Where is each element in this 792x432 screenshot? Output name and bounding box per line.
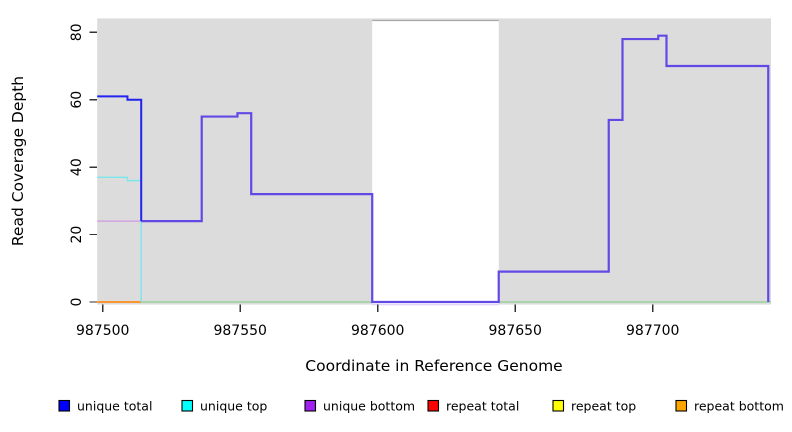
series-unique-total-plus-bottom-merged — [141, 34, 770, 304]
x-tick-label: 987650 — [489, 323, 542, 339]
y-tick-label: 0 — [69, 298, 85, 307]
y-tick-label: 40 — [69, 158, 85, 176]
x-tick-label: 987500 — [76, 323, 129, 339]
x-tick-label: 987550 — [213, 323, 266, 339]
legend-swatch-unique-total — [58, 399, 71, 412]
legend-label: unique total — [77, 399, 152, 414]
legend-label: unique bottom — [323, 399, 415, 414]
legend-item: unique top — [181, 399, 267, 414]
legend-label: repeat bottom — [694, 399, 784, 414]
y-axis-title: Read Coverage Depth — [9, 76, 27, 246]
x-axis-title: Coordinate in Reference Genome — [305, 357, 562, 375]
legend-item: unique bottom — [304, 399, 415, 414]
legend-item: unique total — [58, 399, 152, 414]
legend-swatch-repeat-top — [552, 399, 565, 412]
legend-label: unique top — [200, 399, 267, 414]
legend-label: repeat top — [571, 399, 636, 414]
legend-item: repeat bottom — [675, 399, 784, 414]
y-tick-label: 80 — [69, 23, 85, 41]
legend-swatch-repeat-bottom — [675, 399, 688, 412]
y-tick-label: 60 — [69, 91, 85, 109]
x-tick-label: 987600 — [351, 323, 404, 339]
y-tick-label: 20 — [69, 226, 85, 244]
legend-swatch-unique-bottom — [304, 399, 317, 412]
masked-region — [372, 21, 499, 305]
legend-item: repeat total — [427, 399, 519, 414]
legend-swatch-unique-top — [181, 399, 194, 412]
legend-item: repeat top — [552, 399, 636, 414]
plot-area: 987500 987550 987600 987650 987700 0 20 40 60 80 — [69, 18, 771, 339]
legend-label: repeat total — [446, 399, 519, 414]
legend: unique total unique top unique bottom repea… — [58, 399, 784, 414]
legend-swatch-repeat-total — [427, 399, 440, 412]
x-tick-label: 987700 — [626, 323, 679, 339]
series-unique-total-solo — [97, 95, 143, 222]
